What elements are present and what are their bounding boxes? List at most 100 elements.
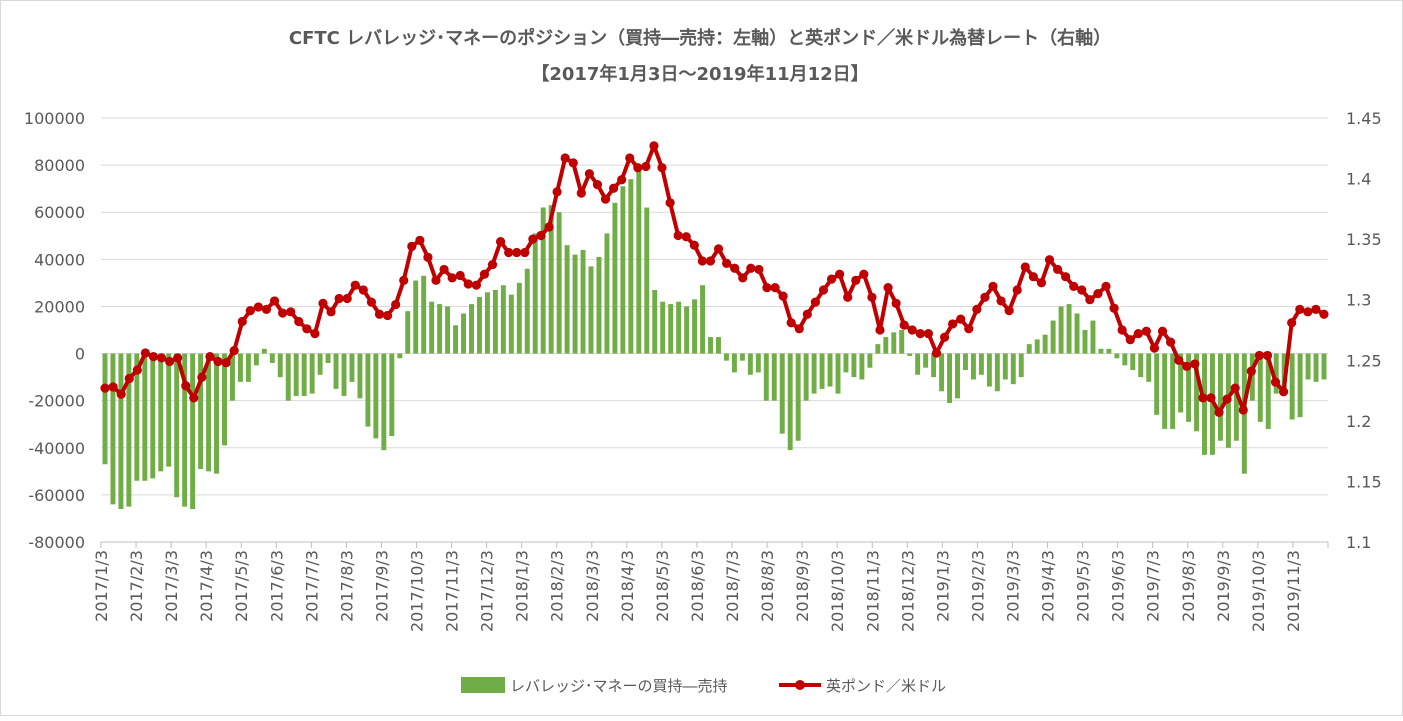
x-tick-label: 2018/6/3 <box>688 550 707 622</box>
bar <box>1273 353 1279 394</box>
bar <box>1162 353 1168 429</box>
line-point <box>1295 304 1305 315</box>
x-tick-label: 2017/2/3 <box>127 550 146 622</box>
x-tick-label: 2017/10/3 <box>408 550 427 632</box>
line-point <box>1117 325 1127 335</box>
line-point <box>197 372 207 382</box>
bar <box>301 353 307 396</box>
bar <box>1090 320 1096 354</box>
line-point <box>495 236 506 247</box>
bar <box>1122 353 1128 366</box>
line-point <box>1238 405 1248 415</box>
line-point <box>899 320 909 330</box>
line-point <box>1077 285 1087 295</box>
bar <box>684 306 690 354</box>
line-point <box>237 316 247 327</box>
line-point <box>705 256 716 266</box>
line-point <box>520 247 530 258</box>
line-point <box>334 293 344 304</box>
line-point <box>1133 329 1143 339</box>
bar <box>580 249 586 354</box>
bar <box>150 353 156 479</box>
bar <box>1082 330 1088 354</box>
bar <box>779 353 785 434</box>
left-tick-label: -40000 <box>28 439 85 458</box>
legend-swatch-marker <box>795 680 805 690</box>
bar <box>588 266 594 354</box>
line-point <box>1190 359 1200 369</box>
bar <box>660 301 666 354</box>
line-point <box>1174 355 1184 365</box>
bar <box>118 353 124 510</box>
line-point <box>423 252 433 262</box>
line-point <box>1141 326 1151 336</box>
left-tick-label: 100000 <box>24 109 85 128</box>
bar <box>405 311 411 354</box>
line-point <box>221 358 231 368</box>
line-point <box>883 283 893 293</box>
line-point <box>1165 337 1176 347</box>
left-tick-label: 40000 <box>34 250 85 269</box>
line-point <box>915 329 925 339</box>
line-point <box>471 280 481 290</box>
line-point <box>1149 343 1160 353</box>
line-point <box>181 381 191 391</box>
x-tick-label: 2017/6/3 <box>267 550 286 622</box>
line-point <box>923 329 934 339</box>
line-point <box>1125 335 1135 345</box>
bar <box>413 280 419 354</box>
bar <box>811 353 817 394</box>
line-point <box>455 270 465 281</box>
bar <box>1066 304 1072 354</box>
bar <box>970 353 976 380</box>
x-tick-label: 2017/4/3 <box>197 550 216 622</box>
x-tick-label: 2019/9/3 <box>1214 550 1233 622</box>
bar <box>182 353 188 507</box>
bar <box>126 353 132 507</box>
line-point <box>600 194 611 204</box>
bar <box>875 344 881 354</box>
bar <box>500 285 506 354</box>
line-point <box>681 232 691 242</box>
x-tick-label: 2019/5/3 <box>1074 550 1093 622</box>
x-tick-label: 2018/5/3 <box>653 550 672 622</box>
line-point <box>261 304 272 315</box>
line-point <box>342 293 352 304</box>
bar <box>325 353 331 363</box>
right-tick-label: 1.1 <box>1346 533 1371 552</box>
bar <box>1018 353 1024 378</box>
bar <box>285 353 291 401</box>
right-axis: 1.45 1.4 1.35 1.3 1.25 1.2 1.15 1.1 <box>1346 109 1382 552</box>
line-point <box>479 269 490 279</box>
x-tick-label: 2017/3/3 <box>162 550 181 622</box>
bar <box>1305 353 1311 380</box>
line-point <box>156 353 167 363</box>
line-point <box>253 302 264 312</box>
bar <box>923 353 929 368</box>
line-point <box>1279 387 1289 397</box>
line-point <box>778 291 788 301</box>
bar <box>572 254 578 354</box>
bar <box>883 337 889 354</box>
x-tick-label: 2017/8/3 <box>337 550 356 622</box>
line-point <box>746 263 756 273</box>
line-point <box>939 332 950 342</box>
left-tick-label: -60000 <box>28 486 85 505</box>
line-point <box>140 348 150 358</box>
left-tick-label: 60000 <box>34 203 85 222</box>
line-point <box>245 306 255 316</box>
bar <box>1098 348 1104 354</box>
bar <box>994 353 1000 392</box>
chart-subtitle: 【2017年1月3日～2019年11月12日】 <box>531 63 868 85</box>
line-point <box>1287 318 1297 328</box>
bar <box>349 353 355 382</box>
bar <box>1042 334 1048 354</box>
legend: レバレッジ･マネーの買持―売持 英ポンド／米ドル <box>461 677 946 695</box>
bar <box>1010 353 1016 385</box>
bar <box>931 353 937 378</box>
line-point <box>1020 262 1030 272</box>
bar <box>676 301 682 354</box>
bar <box>700 285 706 354</box>
